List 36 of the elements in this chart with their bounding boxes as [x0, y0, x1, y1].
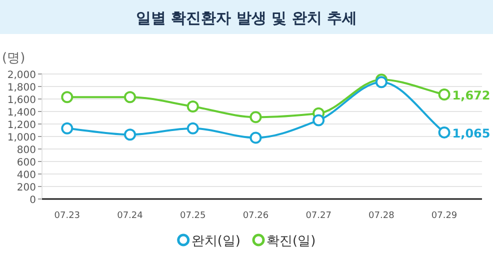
legend-label: 확진(일)	[266, 234, 316, 249]
y-tick-label: 400	[16, 170, 36, 181]
point	[438, 126, 450, 138]
point	[250, 132, 262, 144]
x-tick-label: 07.23	[54, 211, 80, 221]
point	[375, 76, 388, 88]
y-tick-label: 2,000	[7, 70, 36, 81]
point	[438, 88, 450, 100]
point	[124, 91, 136, 104]
x-tick-label: 07.27	[306, 211, 332, 221]
y-tick-label: 600	[16, 158, 36, 168]
y-axis-title: (명)	[2, 51, 26, 66]
point	[186, 122, 199, 134]
y-tick-label: 0	[30, 195, 36, 206]
y-tick-label: 1,000	[7, 132, 36, 144]
chart-title: 일별 확진환자 발생 및 완치 추세	[136, 9, 358, 27]
x-tick-label: 07.28	[368, 211, 395, 221]
point	[312, 114, 325, 126]
x-tick-label: 07.25	[180, 211, 206, 221]
point	[250, 111, 262, 124]
y-tick-label: 1,400	[7, 108, 36, 118]
x-tick-label: 07.24	[117, 211, 144, 221]
legend-label: 완치(일)	[191, 234, 240, 249]
y-tick-label: 1,200	[7, 120, 36, 131]
y-tick-label: 800	[16, 145, 36, 156]
x-tick-label: 07.26	[242, 211, 269, 221]
point	[124, 128, 136, 141]
x-tick-label: 07.29	[431, 211, 458, 221]
point	[186, 100, 199, 112]
y-tick-label: 200	[16, 182, 36, 194]
data-label: 1,065	[452, 126, 490, 140]
point	[61, 122, 74, 134]
data-label: 1,672	[452, 88, 490, 102]
point	[61, 91, 74, 104]
y-tick-label: 1,800	[7, 82, 36, 94]
y-tick-label: 1,600	[7, 95, 36, 106]
